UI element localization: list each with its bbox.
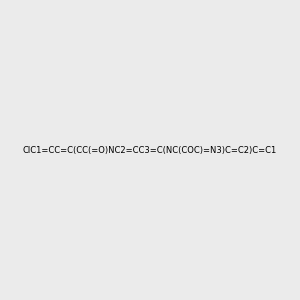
Text: ClC1=CC=C(CC(=O)NC2=CC3=C(NC(COC)=N3)C=C2)C=C1: ClC1=CC=C(CC(=O)NC2=CC3=C(NC(COC)=N3)C=C… <box>23 146 277 154</box>
